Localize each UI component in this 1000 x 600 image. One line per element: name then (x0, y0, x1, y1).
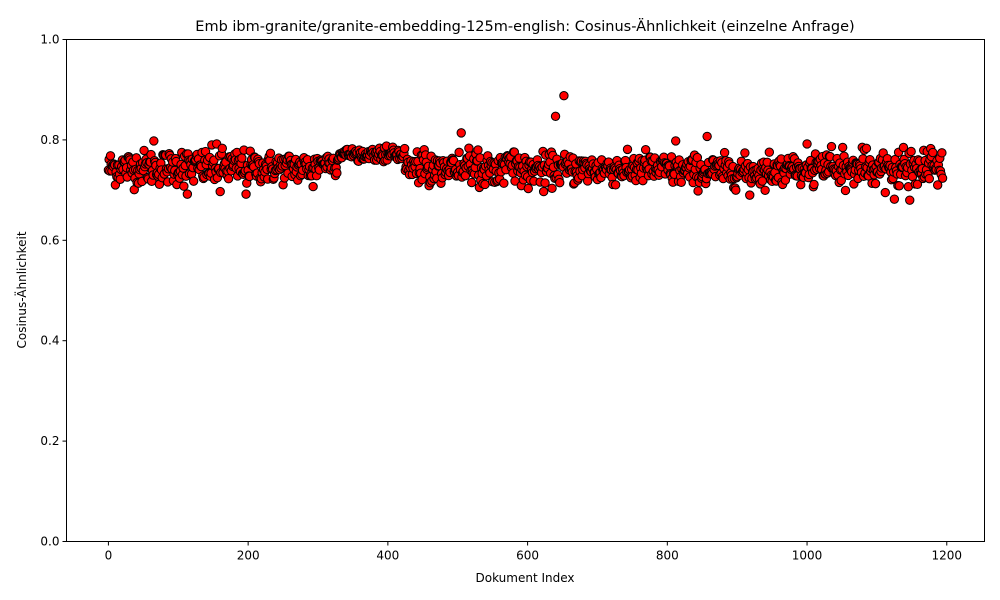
data-point (802, 139, 812, 149)
data-point (693, 186, 703, 196)
data-point (894, 181, 904, 191)
data-point (509, 147, 520, 157)
data-point (870, 178, 881, 189)
data-point (928, 147, 938, 158)
data-point (523, 183, 533, 194)
x-tick-label: 800 (656, 549, 679, 563)
data-point (912, 179, 923, 190)
data-point (880, 187, 890, 198)
data-point (760, 185, 770, 195)
data-point (179, 181, 189, 191)
y-tick-label: 1.0 (40, 33, 59, 47)
data-point (889, 194, 900, 204)
data-point (215, 186, 225, 197)
chart-title: Emb ibm-granite/granite-embedding-125m-e… (195, 17, 854, 35)
data-point (622, 144, 633, 155)
data-point (932, 180, 943, 190)
data-point (559, 91, 569, 101)
x-tick-label: 200 (237, 549, 260, 563)
data-point (740, 148, 750, 158)
x-tick-label: 1200 (932, 549, 963, 563)
data-point (105, 151, 116, 161)
data-point (731, 185, 741, 195)
x-tick-label: 0 (105, 549, 113, 563)
data-point (937, 148, 947, 158)
data-point (547, 183, 557, 194)
data-point (937, 173, 948, 183)
data-point (540, 178, 550, 188)
data-point (610, 180, 621, 190)
data-point (676, 177, 686, 188)
data-point (265, 148, 276, 159)
data-point (454, 147, 464, 158)
data-point (499, 178, 509, 188)
data-point (217, 143, 227, 154)
y-tick-label: 0.8 (40, 133, 59, 147)
data-point (448, 155, 459, 166)
data-point (237, 153, 247, 163)
data-point (139, 145, 149, 156)
data-point (840, 185, 851, 196)
x-axis-ticks: 0 200 400 600 800 1000 1200 (105, 541, 963, 563)
data-point (809, 179, 819, 190)
x-tick-label: 1000 (792, 549, 823, 563)
data-point (555, 177, 565, 188)
x-axis-label: Dokument Index (476, 571, 575, 585)
data-point (640, 145, 651, 155)
y-tick-label: 0.2 (40, 434, 59, 448)
y-axis-ticks: 0.0 0.2 0.4 0.6 0.8 1.0 (40, 33, 67, 549)
y-tick-label: 0.6 (40, 233, 59, 247)
plot-frame (66, 39, 985, 542)
x-tick-label: 600 (516, 549, 539, 563)
data-point (399, 143, 410, 154)
data-point (308, 181, 318, 192)
data-point (538, 186, 549, 197)
data-point (223, 174, 234, 184)
data-point (182, 189, 193, 199)
data-point (480, 179, 490, 190)
data-point (719, 147, 730, 158)
data-point (780, 175, 791, 185)
data-point (924, 173, 935, 184)
data-point (473, 145, 483, 155)
data-point (906, 146, 916, 157)
x-tick-label: 400 (376, 549, 399, 563)
data-points-group (103, 91, 948, 205)
data-point (332, 168, 342, 178)
data-point (149, 136, 159, 146)
data-point (745, 190, 755, 200)
data-point (702, 131, 712, 142)
data-point (764, 147, 775, 157)
y-tick-label: 0.4 (40, 334, 59, 348)
y-axis-label: Cosinus-Ähnlichkeit (14, 231, 29, 348)
data-point (837, 142, 848, 153)
data-point (905, 195, 915, 205)
data-point (550, 111, 561, 122)
data-point (464, 143, 474, 153)
y-tick-label: 0.0 (40, 535, 59, 549)
data-point (861, 143, 872, 154)
data-point (467, 177, 477, 188)
data-point (241, 189, 251, 199)
data-point (456, 128, 466, 138)
data-point (671, 136, 681, 146)
data-point (826, 141, 837, 152)
data-point (898, 142, 909, 153)
data-point (188, 176, 199, 186)
